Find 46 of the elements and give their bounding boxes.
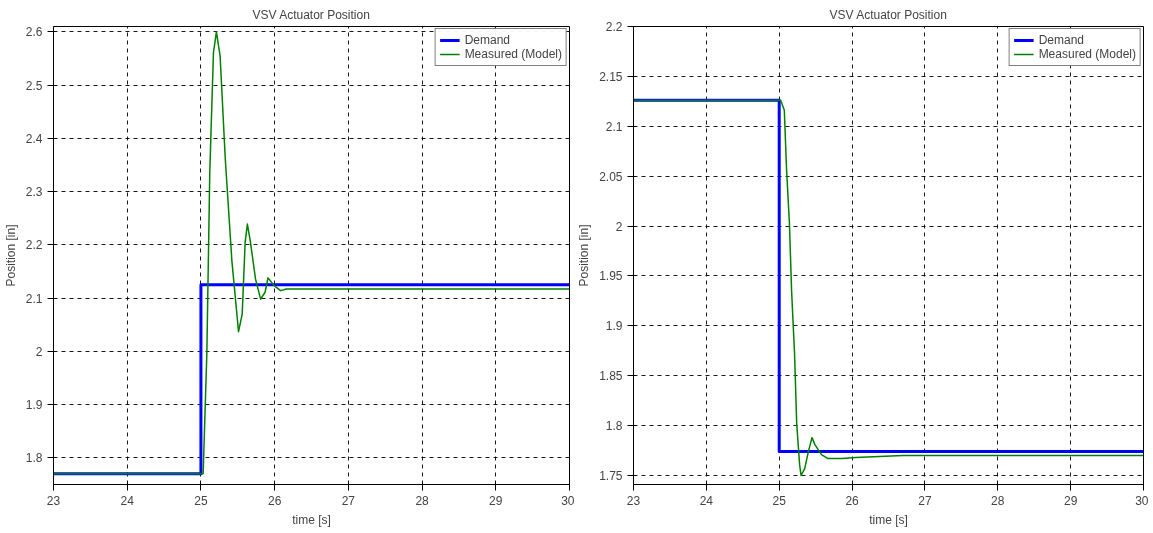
x-tick-label: 28: [415, 493, 430, 508]
y-tick-label: 1.9: [605, 319, 623, 334]
y-tick-label: 2.2: [25, 238, 43, 253]
x-tick-label: 27: [918, 493, 932, 508]
y-tick-label: 1.85: [599, 369, 623, 384]
y-tick-label: 1.95: [599, 269, 623, 284]
x-tick-label: 24: [699, 493, 714, 508]
y-tick-label: 2.4: [25, 131, 43, 146]
x-tick-label: 23: [46, 493, 61, 508]
y-axis-title: Position [in]: [3, 224, 18, 287]
legend-label: Demand: [464, 33, 510, 47]
x-tick-label: 28: [991, 493, 1005, 508]
y-tick-label: 2: [615, 219, 623, 234]
y-tick-label: 1.8: [605, 419, 623, 434]
x-tick-label: 29: [489, 493, 503, 508]
y-tick-label: 1.75: [599, 469, 623, 484]
y-tick-label: 2.1: [605, 119, 623, 134]
x-tick-label: 23: [626, 493, 641, 508]
x-tick-label: 24: [120, 493, 135, 508]
legend-label: Measured (Model): [464, 47, 562, 61]
legend-label: Measured (Model): [1038, 47, 1136, 61]
x-tick-label: 26: [845, 493, 860, 508]
x-axis-title: time [s]: [869, 512, 908, 527]
y-tick-label: 2.5: [25, 78, 43, 93]
y-tick-label: 2.3: [25, 185, 43, 200]
x-tick-label: 29: [1063, 493, 1078, 508]
x-tick-label: 25: [194, 493, 208, 508]
x-tick-label: 27: [341, 493, 356, 508]
y-tick-label: 2.2: [605, 20, 623, 34]
line-series: [53, 31, 570, 475]
y-tick-label: 2.15: [599, 69, 623, 84]
y-axis-title: Position [in]: [577, 224, 592, 287]
chart-title: VSV Actuator Position: [829, 7, 947, 22]
y-tick-label: 1.9: [25, 398, 43, 413]
x-tick-label: 26: [267, 493, 282, 508]
y-tick-label: 2.05: [599, 169, 623, 184]
legend-label: Demand: [1038, 33, 1084, 47]
x-axis-title: time [s]: [292, 512, 331, 527]
y-tick-label: 2.6: [25, 25, 43, 40]
y-tick-label: 1.8: [25, 451, 43, 466]
x-tick-label: 25: [772, 493, 787, 508]
y-tick-label: 2: [35, 344, 43, 359]
x-tick-label: 30: [1135, 493, 1149, 508]
x-tick-label: 30: [561, 493, 575, 508]
y-tick-label: 2.1: [25, 291, 43, 306]
chart-title: VSV Actuator Position: [252, 7, 370, 22]
